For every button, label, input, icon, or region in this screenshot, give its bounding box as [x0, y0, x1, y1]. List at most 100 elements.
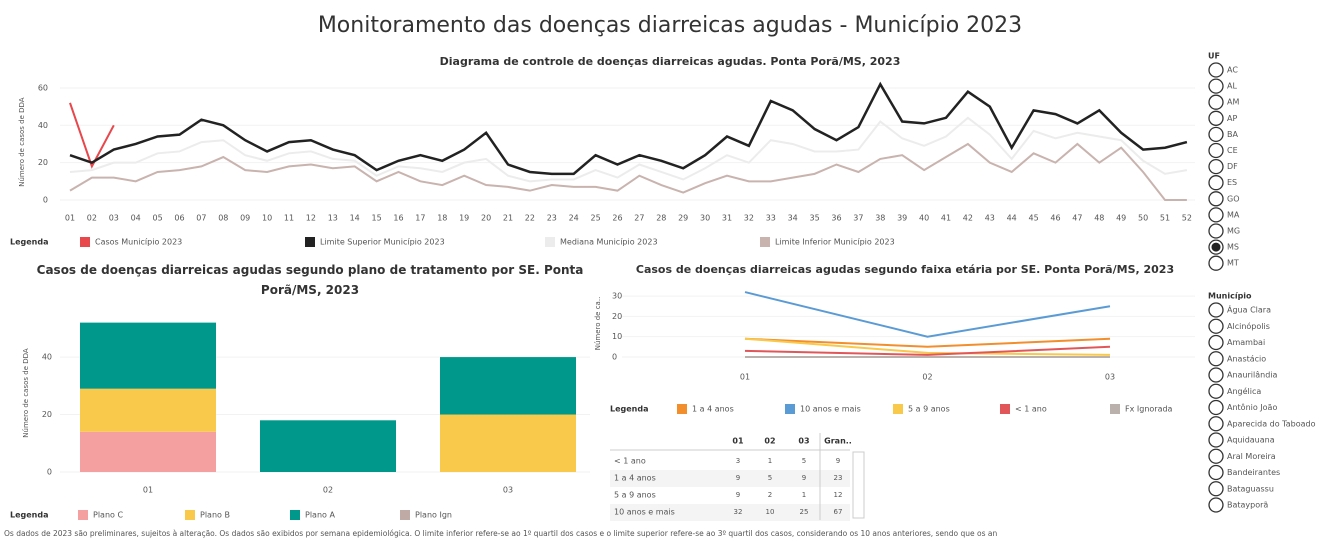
radio-label[interactable]: AL — [1227, 82, 1237, 91]
radio-label[interactable]: Aquidauana — [1227, 436, 1275, 445]
x-tick-label: 28 — [656, 214, 666, 223]
radio-label[interactable]: GO — [1227, 194, 1240, 203]
table-cell: 12 — [834, 491, 843, 499]
bar-segment — [260, 420, 396, 472]
radio-button[interactable] — [1208, 416, 1224, 432]
legend-label: Fx Ignorada — [1125, 405, 1173, 414]
x-tick-label: 44 — [1007, 214, 1017, 223]
x-tick-label: 01 — [143, 486, 153, 495]
radio-label[interactable]: Amambai — [1227, 338, 1265, 347]
table-row-label: 1 a 4 anos — [614, 474, 656, 483]
table-scrollbar[interactable] — [852, 451, 865, 519]
y-tick-label: 60 — [38, 83, 48, 92]
bar-segment — [80, 322, 216, 389]
radio-label[interactable]: Alcinópolis — [1227, 321, 1270, 331]
radio-button[interactable] — [1208, 367, 1224, 383]
radio-button[interactable] — [1208, 481, 1224, 497]
bar-segment — [440, 357, 576, 415]
x-tick-label: 10 — [262, 214, 272, 223]
radio-label[interactable]: Angélica — [1227, 386, 1261, 396]
radio-button[interactable] — [1208, 351, 1224, 367]
x-tick-label: 41 — [941, 214, 951, 223]
y-axis-label: Número de casos de DDA — [18, 97, 26, 187]
radio-button[interactable] — [1208, 158, 1224, 175]
radio-button[interactable] — [1208, 175, 1224, 191]
radio-label[interactable]: Bataguassu — [1227, 484, 1274, 493]
radio-label[interactable]: ES — [1227, 178, 1237, 187]
radio-label[interactable]: CE — [1227, 146, 1238, 155]
line-series — [69, 142, 1187, 201]
radio-label[interactable]: MS — [1227, 243, 1239, 252]
radio-label[interactable]: MA — [1227, 210, 1240, 219]
radio-label[interactable]: Batayporã — [1227, 501, 1268, 510]
radio-button[interactable] — [1208, 110, 1224, 126]
radio-label[interactable]: Bandeirantes — [1227, 468, 1280, 477]
table-cell: 32 — [734, 508, 743, 516]
y-tick-label: 0 — [612, 352, 617, 361]
chart-title-text: Casos de doenças diarreicas agudas segun… — [36, 263, 584, 297]
x-tick-label: 33 — [766, 214, 776, 223]
table-row-label: < 1 ano — [614, 457, 646, 466]
table-cell: 5 — [768, 474, 772, 482]
line-series — [744, 345, 1111, 356]
table-cell: 9 — [736, 491, 740, 499]
x-tick-label: 08 — [218, 214, 228, 223]
table-header: Gran.. — [824, 437, 852, 446]
x-tick-label: 18 — [437, 214, 447, 223]
x-tick-label: 14 — [350, 214, 360, 223]
x-tick-label: 05 — [153, 214, 163, 223]
radio-button[interactable] — [1208, 255, 1224, 271]
radio-button[interactable] — [1208, 464, 1224, 481]
legend-label: 1 a 4 anos — [692, 405, 734, 414]
x-tick-label: 35 — [810, 214, 820, 223]
radio-button[interactable] — [1208, 94, 1224, 110]
radio-button[interactable] — [1208, 497, 1224, 513]
radio-label[interactable]: Aral Moreira — [1227, 452, 1276, 461]
legend-swatch — [760, 237, 770, 247]
x-tick-label: 03 — [1105, 373, 1115, 382]
radio-button[interactable] — [1208, 383, 1224, 399]
radio-label[interactable]: AC — [1227, 66, 1238, 75]
footnote: Os dados de 2023 são preliminares, sujei… — [4, 529, 998, 538]
x-tick-label: 36 — [831, 214, 841, 223]
radio-button[interactable] — [1208, 126, 1224, 143]
table-cell: 5 — [802, 457, 806, 465]
x-tick-label: 32 — [744, 214, 754, 223]
radio-button[interactable] — [1208, 302, 1224, 318]
x-tick-label: 26 — [612, 214, 622, 223]
radio-label[interactable]: Anastácio — [1227, 354, 1266, 363]
radio-button[interactable] — [1208, 399, 1224, 416]
x-tick-label: 49 — [1116, 214, 1126, 223]
radio-label[interactable]: MT — [1227, 259, 1239, 268]
radio-button[interactable] — [1208, 334, 1224, 351]
radio-label[interactable]: Anaurilândia — [1227, 371, 1278, 380]
x-tick-label: 17 — [415, 214, 425, 223]
legend-label: Casos Município 2023 — [95, 238, 182, 247]
radio-button[interactable] — [1208, 78, 1224, 94]
radio-label[interactable]: Aparecida do Taboado — [1227, 419, 1316, 428]
legend-label: 5 a 9 anos — [908, 405, 950, 414]
radio-button[interactable] — [1208, 62, 1224, 78]
radio-label[interactable]: BA — [1227, 130, 1238, 139]
chart-title: Casos de doenças diarreicas agudas segun… — [636, 263, 1174, 276]
radio-button[interactable] — [1208, 142, 1224, 159]
radio-button[interactable] — [1208, 448, 1224, 464]
radio-button[interactable] — [1208, 318, 1224, 334]
x-tick-label: 27 — [634, 214, 644, 223]
legend-swatch — [677, 404, 687, 414]
legend-label: Limite Superior Município 2023 — [320, 238, 445, 247]
radio-label[interactable]: Antônio João — [1227, 402, 1277, 412]
legend-label: Plano A — [305, 511, 335, 520]
x-tick-label: 37 — [853, 214, 863, 223]
radio-button[interactable] — [1208, 191, 1224, 207]
radio-label[interactable]: AP — [1227, 114, 1237, 123]
radio-label[interactable]: Água Clara — [1227, 304, 1271, 315]
radio-button[interactable] — [1208, 207, 1224, 223]
radio-label[interactable]: MG — [1227, 227, 1240, 236]
radio-label[interactable]: AM — [1227, 98, 1239, 107]
radio-button[interactable] — [1208, 223, 1224, 239]
radio-button[interactable] — [1208, 432, 1224, 448]
radio-label[interactable]: DF — [1227, 162, 1238, 171]
table-cell: 10 — [766, 508, 775, 516]
